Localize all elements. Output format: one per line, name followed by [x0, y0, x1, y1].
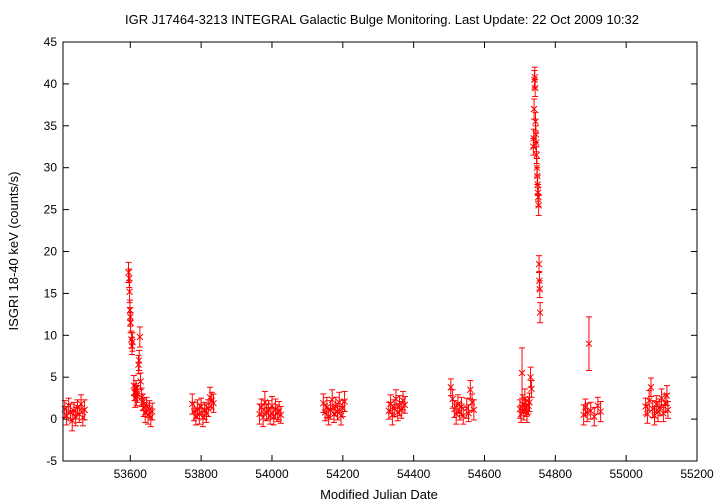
x-tick-label: 54000: [255, 467, 289, 481]
x-tick: 54200: [326, 42, 360, 481]
x-tick: 55000: [609, 42, 643, 481]
data-point: [663, 385, 671, 407]
x-tick-label: 54400: [397, 467, 431, 481]
data-point: [590, 406, 598, 427]
y-tick-label: 0: [50, 412, 57, 426]
y-tick: 15: [44, 286, 697, 300]
y-tick-label: 35: [44, 119, 58, 133]
y-tick: 40: [44, 77, 697, 91]
y-tick-label: 15: [44, 286, 58, 300]
x-tick: 54600: [468, 42, 502, 481]
y-tick-label: 5: [50, 370, 57, 384]
data-point: [516, 399, 524, 419]
y-tick-label: -5: [46, 454, 57, 468]
data-points: [61, 66, 672, 432]
data-point: [210, 393, 217, 413]
data-point: [204, 399, 212, 418]
data-point: [127, 312, 135, 334]
data-point: [536, 280, 544, 299]
y-tick: 30: [44, 161, 697, 175]
data-point: [535, 194, 543, 216]
plot-frame: [62, 41, 698, 462]
y-tick-label: 30: [44, 161, 58, 175]
data-point: [401, 395, 409, 414]
data-point: [528, 380, 535, 398]
y-tick: 35: [44, 119, 697, 133]
x-tick-label: 54800: [539, 467, 573, 481]
data-point: [148, 402, 156, 421]
data-point: [147, 407, 155, 428]
data-point: [527, 366, 534, 388]
y-tick-label: 40: [44, 77, 58, 91]
x-tick: 53800: [184, 42, 218, 481]
data-point: [644, 404, 651, 424]
data-point: [658, 388, 665, 408]
x-tick-label: 53800: [184, 467, 218, 481]
y-tick-label: 10: [44, 328, 58, 342]
data-point: [447, 378, 455, 397]
x-axis-ticks: 53600 53800 54000 54200 54400 54600 54800 55000…: [114, 42, 714, 481]
x-tick: 53600: [114, 42, 148, 481]
data-point: [465, 404, 472, 423]
x-tick: 54000: [255, 42, 289, 481]
chart-title: IGR J17464-3213 INTEGRAL Galactic Bulge …: [125, 12, 639, 27]
x-tick-label: 54200: [326, 467, 360, 481]
data-point: [126, 280, 133, 304]
x-axis-label: Modified Julian Date: [320, 487, 438, 502]
x-tick-label: 53600: [114, 467, 148, 481]
data-point: [536, 302, 544, 324]
data-point: [134, 385, 141, 403]
data-point: [531, 79, 539, 97]
x-tick: 54800: [539, 42, 573, 481]
data-point: [470, 399, 478, 421]
data-point: [647, 377, 655, 397]
data-point: [583, 402, 591, 423]
y-tick: 20: [44, 245, 697, 259]
data-point: [535, 255, 543, 273]
x-tick-label: 55000: [609, 467, 643, 481]
x-tick-label: 54600: [468, 467, 502, 481]
y-tick: 0: [50, 412, 697, 426]
y-axis-ticks: -5 0 5 10 15 20 25 30 35 40 45: [44, 35, 697, 468]
x-tick: 54400: [397, 42, 431, 481]
y-tick: 10: [44, 328, 697, 342]
data-point: [532, 132, 540, 153]
y-axis-label: ISGRI 18-40 keV (counts/s): [6, 172, 21, 331]
data-point: [597, 401, 605, 423]
data-point: [518, 347, 526, 399]
data-point: [585, 316, 593, 371]
data-point: [129, 332, 136, 352]
data-point: [68, 410, 76, 432]
data-point: [526, 392, 533, 413]
y-tick: 5: [50, 370, 697, 384]
data-point: [81, 399, 88, 421]
data-point: [594, 396, 602, 415]
y-tick-label: 20: [44, 245, 58, 259]
y-tick-label: 45: [44, 35, 58, 49]
data-point: [136, 326, 144, 348]
data-point: [530, 98, 538, 120]
x-tick-label: 55200: [680, 467, 714, 481]
data-point: [137, 372, 144, 391]
data-point: [587, 401, 595, 420]
data-point: [277, 406, 285, 424]
data-point: [197, 397, 205, 416]
data-point: [135, 349, 143, 371]
y-tick: 25: [44, 203, 697, 217]
y-tick-label: 25: [44, 203, 58, 217]
data-point: [664, 401, 672, 419]
data-point: [319, 393, 327, 413]
data-point: [341, 390, 348, 413]
